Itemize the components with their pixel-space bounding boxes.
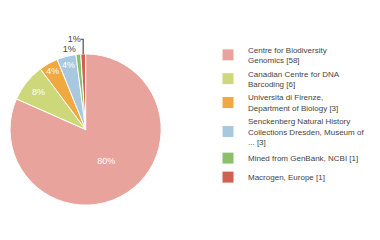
svg-text:8%: 8%	[32, 87, 45, 97]
svg-text:80%: 80%	[97, 156, 115, 166]
svg-text:4%: 4%	[46, 66, 59, 76]
svg-text:Macrogen, Europe [1]: Macrogen, Europe [1]	[248, 173, 325, 182]
svg-text:Mined from GenBank, NCBI [1]: Mined from GenBank, NCBI [1]	[248, 154, 358, 163]
svg-text:1%: 1%	[68, 34, 81, 44]
svg-text:Universita di Firenze,Departme: Universita di Firenze,Department of Biol…	[248, 93, 338, 112]
svg-text:4%: 4%	[62, 60, 75, 70]
svg-text:Centre for BiodiversityGenomic: Centre for BiodiversityGenomics [58]	[248, 46, 327, 65]
svg-text:Canadian Centre for DNABarcodi: Canadian Centre for DNABarcoding [6]	[248, 70, 340, 89]
svg-text:Senckenberg Natural HistoryCol: Senckenberg Natural HistoryCollections D…	[248, 117, 364, 147]
svg-text:1%: 1%	[63, 44, 76, 54]
